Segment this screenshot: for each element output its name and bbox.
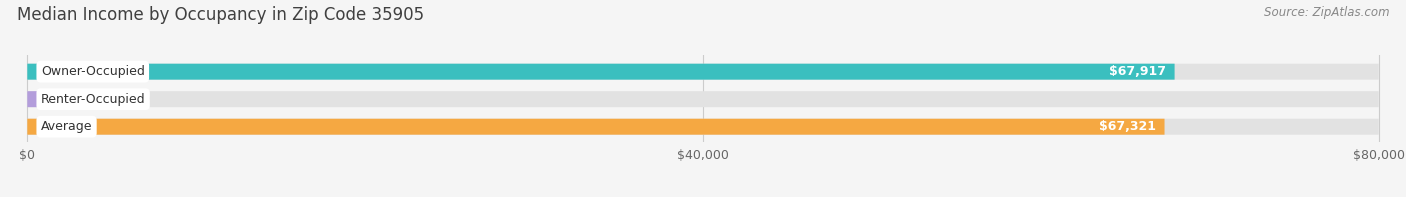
Text: Median Income by Occupancy in Zip Code 35905: Median Income by Occupancy in Zip Code 3… xyxy=(17,6,425,24)
Text: Average: Average xyxy=(41,120,93,133)
Text: Renter-Occupied: Renter-Occupied xyxy=(41,93,145,106)
FancyBboxPatch shape xyxy=(27,119,1164,135)
FancyBboxPatch shape xyxy=(27,64,1174,80)
Text: Owner-Occupied: Owner-Occupied xyxy=(41,65,145,78)
FancyBboxPatch shape xyxy=(27,64,1379,80)
FancyBboxPatch shape xyxy=(27,119,1379,135)
Text: Source: ZipAtlas.com: Source: ZipAtlas.com xyxy=(1264,6,1389,19)
Text: $0: $0 xyxy=(134,93,149,106)
FancyBboxPatch shape xyxy=(27,91,1379,107)
FancyBboxPatch shape xyxy=(27,91,120,107)
Text: $67,321: $67,321 xyxy=(1099,120,1156,133)
Text: $67,917: $67,917 xyxy=(1109,65,1166,78)
